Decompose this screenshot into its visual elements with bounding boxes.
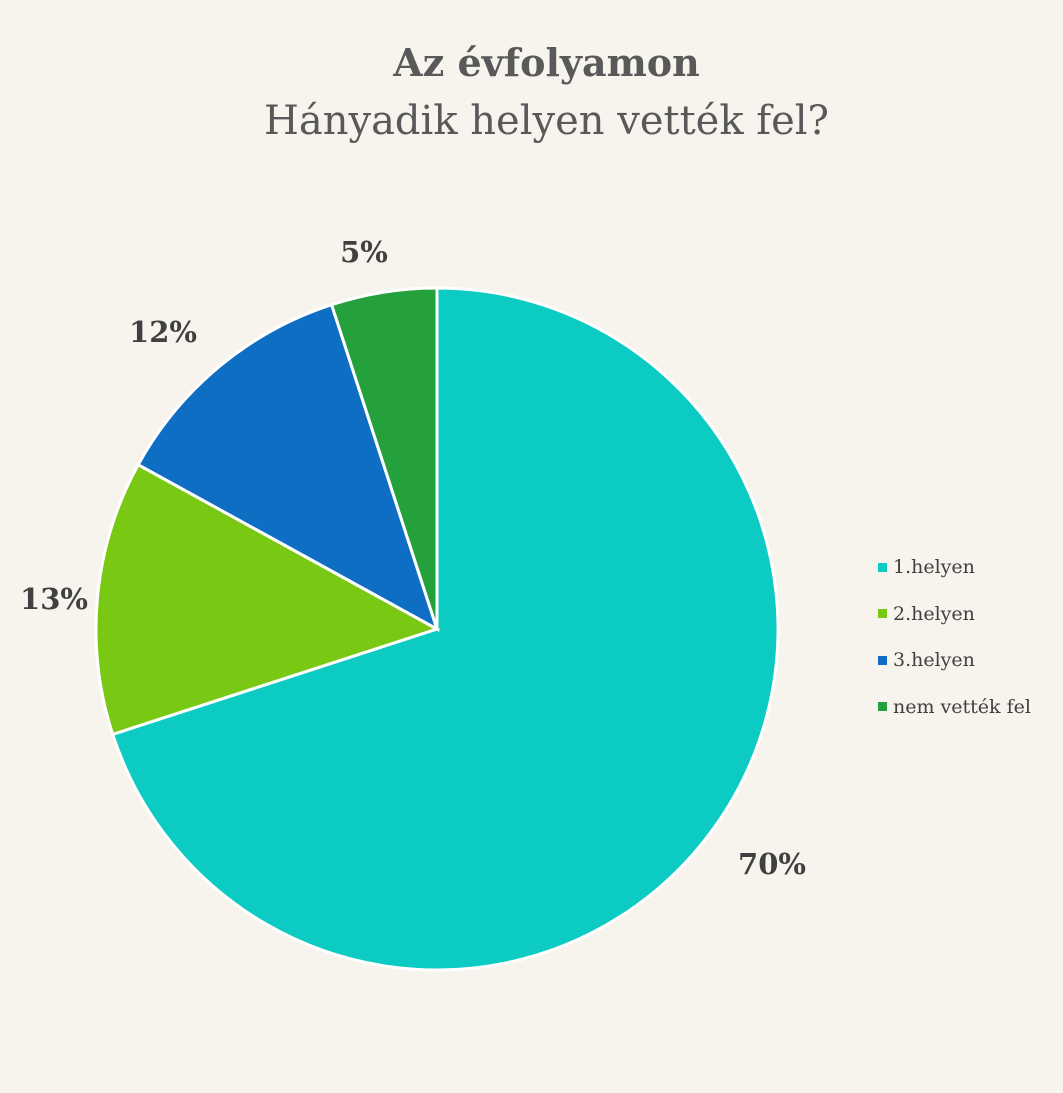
legend-item-1: 1.helyen (878, 544, 1031, 591)
legend-swatch (878, 562, 887, 572)
data-label-1: 70% (738, 847, 806, 881)
legend-item-2: 2.helyen (878, 591, 1031, 638)
legend-swatch (878, 702, 887, 712)
legend-swatch (878, 609, 887, 619)
legend-item-4: nem vették fel (878, 684, 1031, 731)
pie-slice-4 (329, 286, 439, 630)
data-label-4: 5% (340, 235, 388, 269)
legend-label: 1.helyen (893, 556, 975, 579)
legend-label: 3.helyen (893, 649, 975, 672)
pie-slice-2 (94, 462, 441, 737)
legend-swatch (878, 655, 887, 665)
pie-slice-3 (136, 302, 440, 633)
legend-label: nem vették fel (893, 695, 1031, 718)
chart-title: Az évfolyamon (393, 40, 700, 85)
chart-subtitle: Hányadik helyen vették fel? (263, 98, 830, 144)
chart-legend: 1.helyen 2.helyen 3.helyen nem vették fel (878, 544, 1031, 730)
pie-slice-1 (110, 286, 780, 972)
data-label-3: 12% (129, 315, 197, 349)
data-label-2: 13% (20, 582, 88, 616)
legend-label: 2.helyen (893, 602, 975, 625)
legend-item-3: 3.helyen (878, 637, 1031, 684)
